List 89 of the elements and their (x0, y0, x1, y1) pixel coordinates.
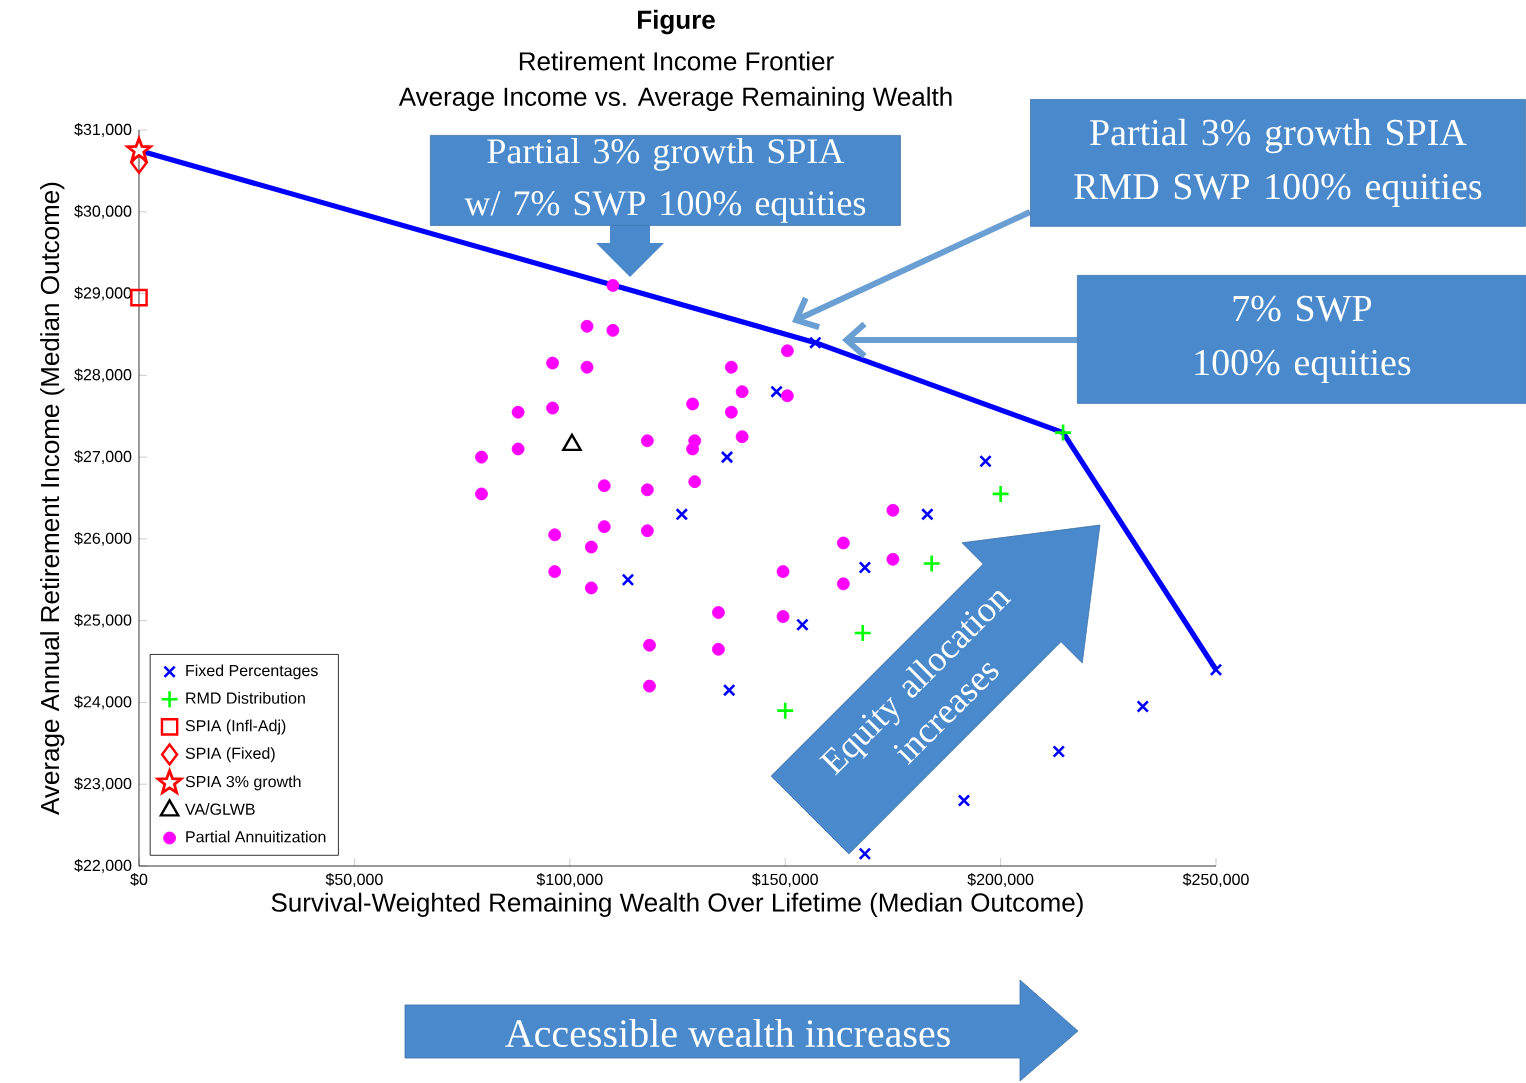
point (957, 794, 971, 807)
point (1053, 423, 1073, 442)
x-tick-label: $150,000 (751, 873, 818, 887)
point (548, 528, 562, 542)
point (511, 442, 525, 456)
point (643, 679, 656, 693)
point (606, 278, 620, 292)
point (712, 606, 725, 619)
point (979, 454, 992, 468)
y-tick-label: $31,000 (74, 123, 132, 137)
point (640, 483, 654, 497)
text: Average Income vs. Average Remaining Wealth (398, 86, 952, 112)
point (724, 405, 738, 419)
y-tick-label: $26,000 (74, 531, 132, 546)
point (796, 618, 809, 632)
point (606, 323, 620, 337)
y-tick-label: $23,000 (74, 777, 132, 792)
annotation: Partial 3% growth SPIA w/ 7% SWP 100% equities (464, 138, 866, 223)
point (621, 573, 635, 587)
point (858, 561, 872, 574)
point (640, 524, 654, 538)
point (776, 610, 790, 623)
x-axis-title: Survival-Weighted Remaining Wealth Over Lifetime (Median Outcome) (271, 892, 1083, 917)
point (643, 638, 656, 652)
point (675, 507, 689, 521)
point (858, 847, 872, 861)
legend-label: Partial Annuitization (186, 830, 326, 843)
point (776, 565, 790, 579)
point (780, 344, 794, 358)
chart-title: Figure (638, 9, 715, 35)
point (475, 450, 488, 464)
text: Accessible wealth increases (505, 1018, 950, 1048)
annotation: 7% SWP 100% equities (1195, 295, 1411, 384)
legend-label: SPIA (Fixed) (185, 747, 275, 763)
point (686, 442, 699, 456)
point (546, 401, 559, 415)
point (511, 405, 525, 419)
point (584, 540, 598, 554)
point (712, 642, 725, 656)
point (548, 565, 562, 579)
point (735, 385, 749, 399)
point (991, 484, 1010, 504)
y-tick-label: $27,000 (74, 450, 132, 465)
point (780, 389, 794, 403)
point (580, 319, 594, 333)
x-tick-label: $50,000 (325, 873, 383, 887)
point (853, 623, 873, 643)
y-tick-label: $28,000 (74, 368, 132, 383)
point (770, 385, 783, 399)
legend-label: RMD Distribution (186, 692, 305, 704)
point (686, 397, 699, 411)
point (1052, 745, 1066, 758)
point (546, 356, 559, 370)
point (597, 479, 611, 493)
y-tick-label: $25,000 (74, 613, 132, 628)
point (836, 577, 850, 591)
x-tick-label: $100,000 (536, 873, 603, 887)
chart-subtitle: Retirement Income Frontier (519, 51, 834, 71)
point (475, 487, 488, 501)
point (130, 288, 148, 307)
point (720, 450, 734, 464)
point (640, 434, 654, 448)
legend-label: SPIA 3% growth (185, 775, 301, 791)
point (775, 701, 795, 720)
legend-label: VA/GLWB (185, 803, 255, 815)
point (886, 503, 900, 517)
annotation: Partial 3% growth SPIA RMD SWP 100% equities (1074, 118, 1482, 208)
point (836, 536, 850, 550)
point (584, 581, 598, 595)
point (1136, 700, 1150, 713)
point (722, 683, 736, 697)
point (597, 520, 611, 534)
x-tick-label: $250,000 (1182, 873, 1249, 887)
point (735, 430, 749, 444)
legend-label: SPIA (Infl-Adj) (185, 719, 286, 735)
x-tick-label: $0 (130, 873, 148, 887)
point (580, 360, 594, 374)
point (920, 507, 934, 521)
point (886, 552, 900, 566)
y-tick-label: $30,000 (74, 204, 132, 219)
point (1209, 663, 1223, 677)
y-tick-label: $22,000 (74, 859, 132, 873)
point (922, 554, 941, 573)
legend-label: Fixed Percentages (186, 664, 318, 680)
point (688, 475, 702, 489)
y-axis-title: Average Annual Retirement Income (Median Outcome) (40, 182, 65, 815)
y-tick-label: $24,000 (74, 695, 132, 710)
x-tick-label: $200,000 (967, 873, 1034, 887)
point (724, 360, 738, 374)
